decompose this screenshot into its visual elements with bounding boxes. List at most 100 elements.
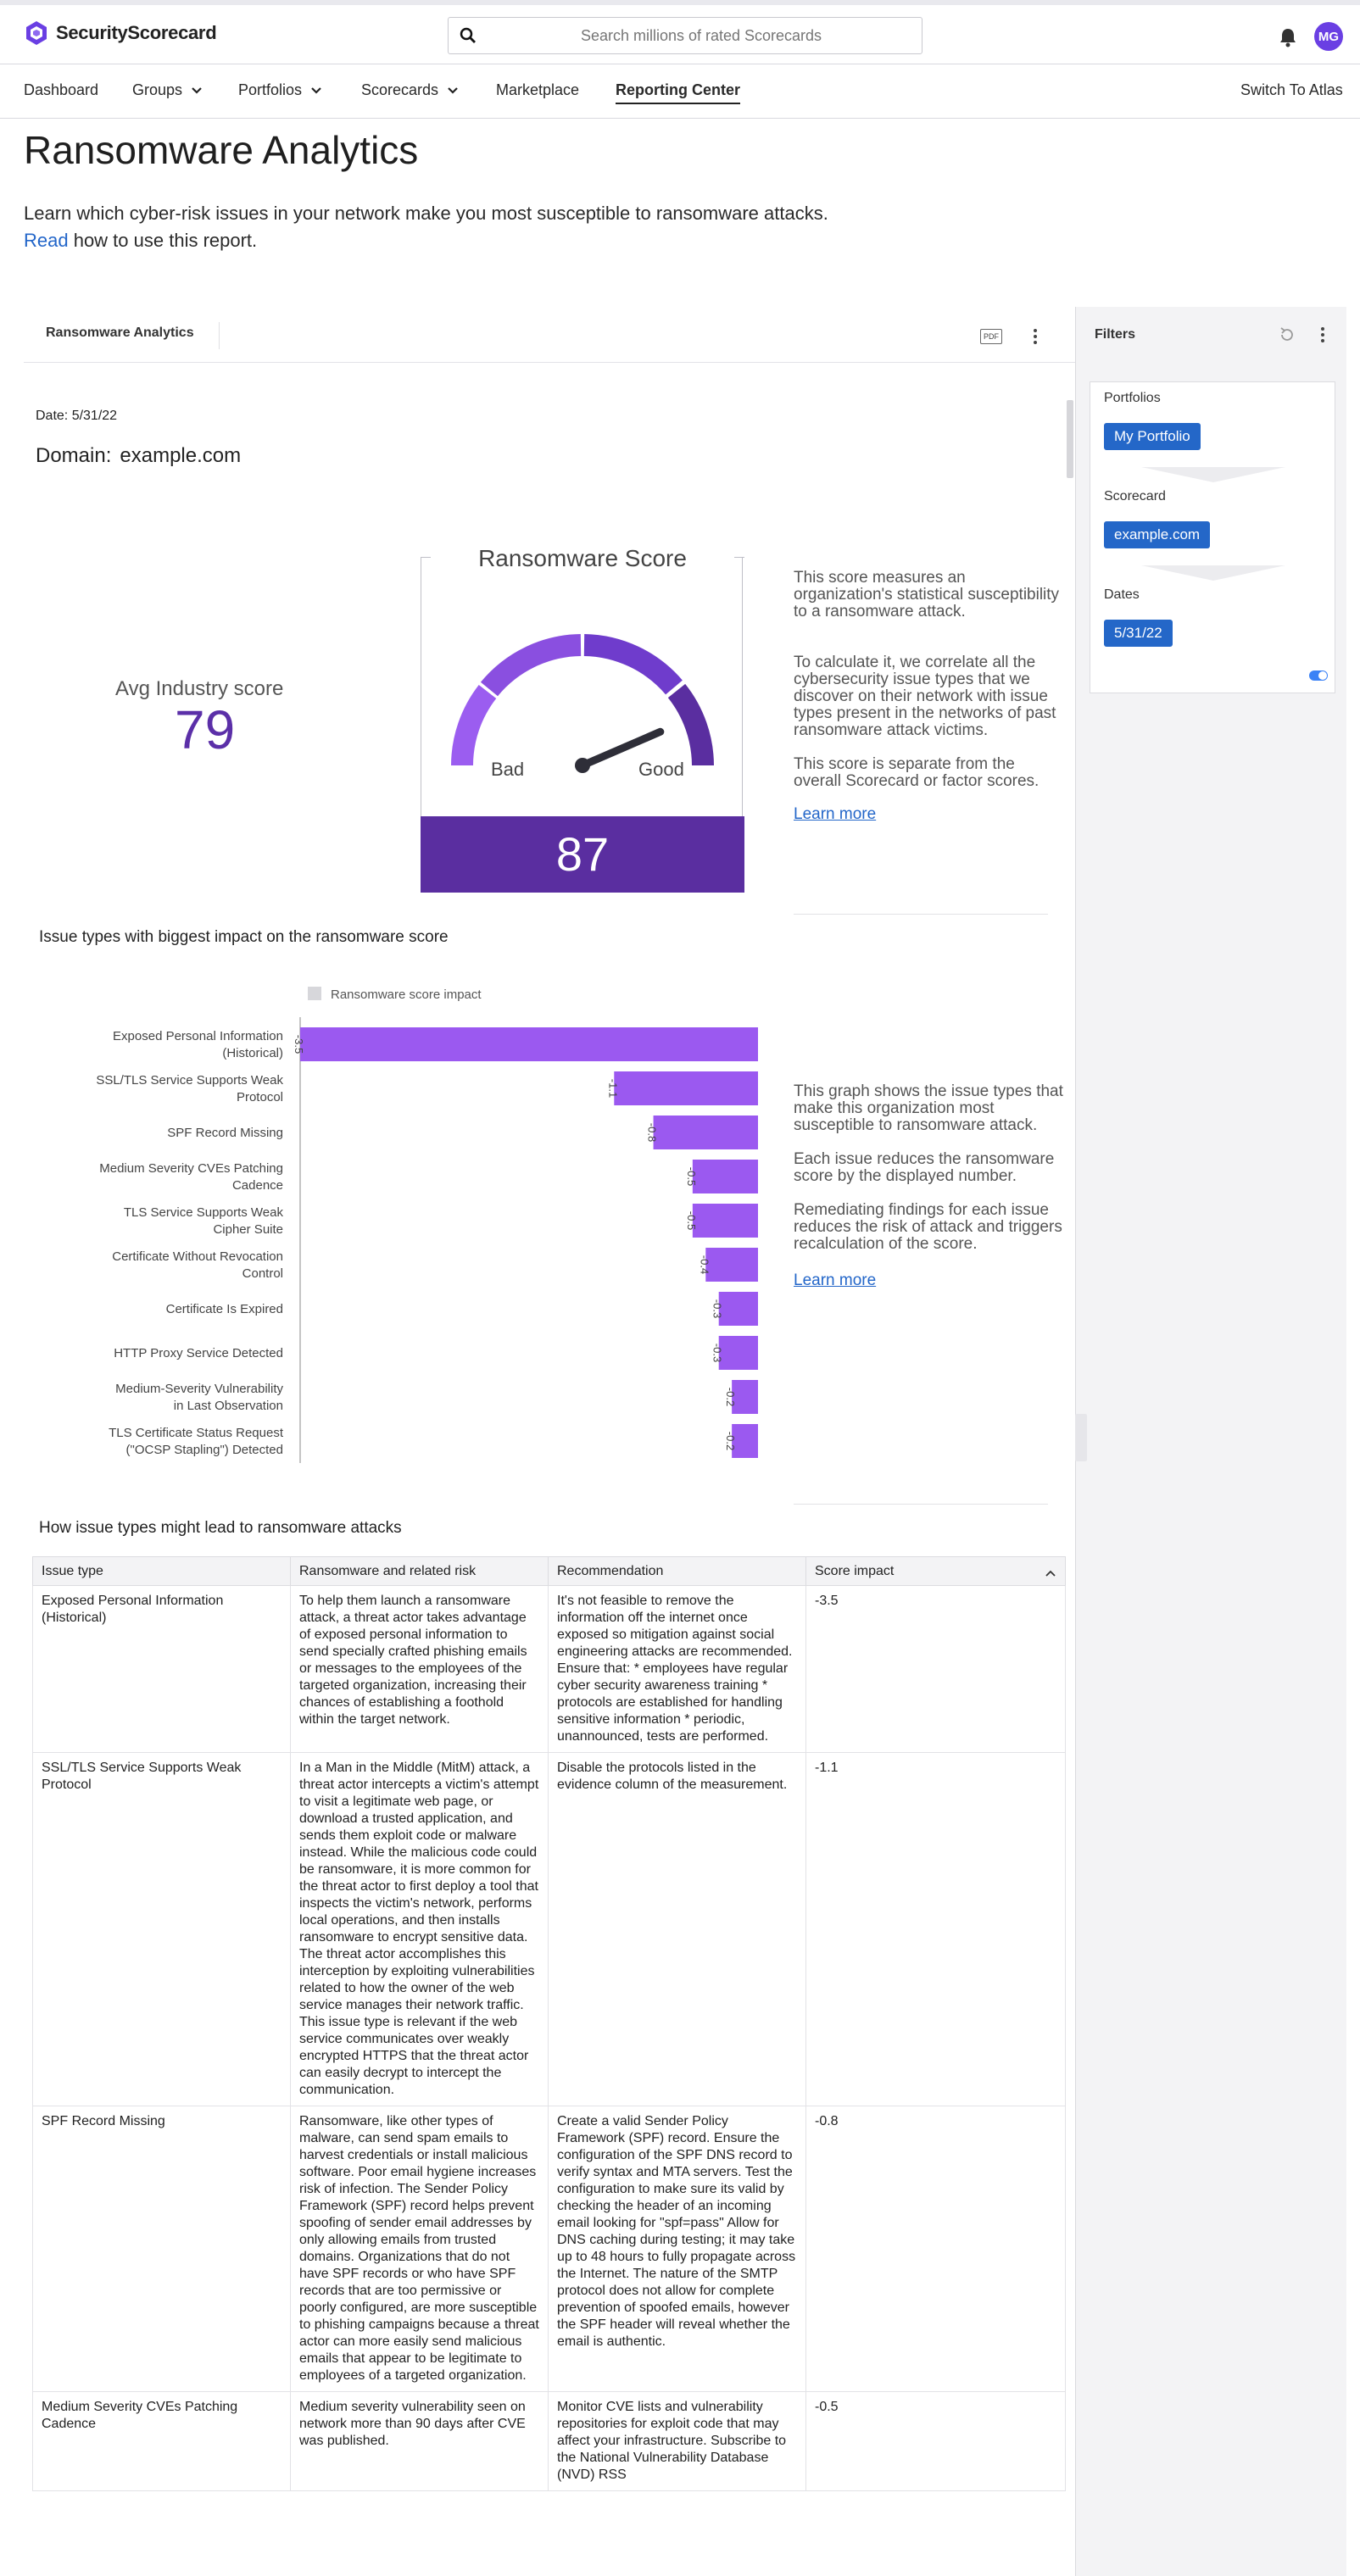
cell-risk: In a Man in the Middle (MitM) attack, a … (290, 1752, 549, 2106)
legend-swatch (308, 987, 321, 1000)
gauge-needle (578, 727, 665, 770)
nav-marketplace[interactable]: Marketplace (496, 81, 579, 99)
score-info-2: To calculate it, we correlate all the cy… (794, 654, 1056, 739)
report-scrollbar[interactable] (1067, 400, 1073, 478)
cell-issue: Medium Severity CVEs Patching Cadence (32, 2391, 291, 2491)
x-tick-label: -2.0 (485, 1474, 507, 1477)
score-gauge (451, 634, 714, 773)
bar (705, 1248, 758, 1282)
category-label: ("OCSP Stapling") Detected (126, 1443, 283, 1457)
bar (732, 1380, 758, 1414)
chart-info-3: Remediating findings for each issue redu… (794, 1201, 1062, 1253)
table-row: Exposed Personal Information (Historical… (32, 1585, 1066, 1753)
issue-types-table: Issue type Ransomware and related risk R… (32, 1556, 1066, 2491)
cell-issue: Exposed Personal Information (Historical… (32, 1585, 291, 1753)
domain-label: Domain: (36, 444, 112, 467)
category-label: SSL/TLS Service Supports Weak (96, 1073, 283, 1088)
category-label: HTTP Proxy Service Detected (114, 1346, 283, 1360)
main-nav: Dashboard Groups Portfolios Scorecards M… (0, 64, 1360, 119)
data-label: -1.1 (606, 1079, 619, 1098)
filters-panel: Filters Portfolios My Portfolio Scorecar… (1075, 307, 1346, 2576)
chevron-up-icon[interactable] (1045, 1569, 1056, 1577)
filter-chip-portfolio[interactable]: My Portfolio (1104, 423, 1201, 450)
bar (692, 1160, 758, 1193)
nav-scorecards[interactable]: Scorecards (361, 81, 459, 99)
chevron-down-icon (311, 86, 321, 94)
nav-label: Portfolios (238, 81, 303, 98)
column-header-recommendation[interactable]: Recommendation (548, 1556, 806, 1586)
switch-to-atlas-link[interactable]: Switch To Atlas (1240, 81, 1343, 99)
nav-portfolios[interactable]: Portfolios (238, 81, 322, 99)
chart-info-1: This graph shows the issue types that ma… (794, 1082, 1063, 1134)
column-header-risk[interactable]: Ransomware and related risk (290, 1556, 549, 1586)
chevron-down-icon (192, 86, 202, 94)
gauge-good-label: Good (638, 759, 684, 780)
x-tick-label: -1.0 (616, 1474, 638, 1477)
pdf-icon[interactable]: PDF (980, 329, 1002, 344)
top-bar: SecurityScorecard MG (0, 0, 1360, 64)
score-card-border (421, 557, 744, 558)
category-label: Certificate Is Expired (166, 1302, 283, 1316)
nav-reporting-center[interactable]: Reporting Center (616, 81, 741, 104)
description-text: Learn which cyber-risk issues in your ne… (24, 203, 828, 224)
table-row: SPF Record Missing Ransomware, like othe… (32, 2106, 1066, 2392)
nav-label: Reporting Center (616, 81, 741, 98)
chevron-down-icon (448, 86, 458, 94)
data-label: -0.3 (711, 1299, 724, 1318)
bar (718, 1292, 758, 1326)
filters-collapse-handle[interactable] (1075, 1414, 1087, 1461)
category-label: TLS Service Supports Weak (124, 1205, 284, 1220)
category-label: Exposed Personal Information (113, 1029, 283, 1043)
ransomware-score-value: 87 (421, 816, 744, 893)
table-row: Medium Severity CVEs Patching Cadence Me… (32, 2391, 1066, 2491)
x-tick-label: -2.5 (420, 1474, 442, 1477)
cell-risk: Medium severity vulnerability seen on ne… (290, 2391, 549, 2491)
category-label: (Historical) (222, 1046, 283, 1060)
reset-icon[interactable] (1278, 325, 1296, 344)
gauge-arc-segment (583, 634, 683, 695)
data-label: -0.2 (724, 1432, 737, 1450)
bar (692, 1204, 758, 1238)
section-divider (794, 914, 1048, 915)
gauge-hub (575, 758, 590, 773)
data-label: -3.5 (293, 1035, 305, 1054)
filter-chip-scorecard[interactable]: example.com (1104, 521, 1211, 548)
column-header-issue[interactable]: Issue type (32, 1556, 291, 1586)
app-name: SecurityScorecard (56, 22, 217, 43)
tab-divider (219, 322, 220, 349)
nav-label: Switch To Atlas (1240, 81, 1343, 98)
notifications-bell-icon[interactable] (1279, 27, 1297, 47)
more-options-icon[interactable] (1320, 326, 1325, 343)
read-link[interactable]: Read (24, 230, 69, 251)
legend-label: Ransomware score impact (331, 988, 482, 1002)
filter-toggle[interactable] (1309, 670, 1328, 681)
score-impact-label: Score impact (815, 1563, 895, 1578)
learn-more-link[interactable]: Learn more (794, 1271, 877, 1289)
nav-label: Marketplace (496, 81, 580, 98)
column-header-score-impact[interactable]: Score impact (805, 1556, 1066, 1586)
cell-risk: Ransomware, like other types of malware,… (290, 2106, 549, 2392)
cell-impact: -3.5 (805, 1585, 1066, 1753)
filter-chip-date[interactable]: 5/31/22 (1104, 620, 1173, 647)
nav-groups[interactable]: Groups (132, 81, 203, 99)
avg-industry-score: 79 (175, 699, 236, 760)
read-suffix: how to use this report. (68, 230, 258, 251)
data-label: -0.4 (698, 1255, 711, 1274)
impact-bar-chart: Ransomware score impact -3.5 Exposed Perso… (96, 987, 766, 1477)
category-label: SPF Record Missing (167, 1126, 283, 1140)
app-logo[interactable]: SecurityScorecard (24, 20, 217, 46)
score-title: Ransomware Score (478, 545, 687, 571)
score-info-1: This score measures an organization's st… (794, 569, 1060, 620)
learn-more-link[interactable]: Learn more (794, 805, 877, 823)
nav-dashboard[interactable]: Dashboard (24, 81, 98, 99)
category-label: Medium Severity CVEs Patching (99, 1161, 283, 1176)
filters-box: Portfolios My Portfolio Scorecard exampl… (1090, 381, 1335, 693)
category-label: Medium-Severity Vulnerability (115, 1382, 283, 1396)
search-input[interactable] (489, 18, 913, 53)
tab-ransomware-analytics[interactable]: Ransomware Analytics (46, 325, 194, 340)
report-toolbar: Ransomware Analytics PDF (24, 307, 1075, 363)
page-title: Ransomware Analytics (24, 128, 419, 172)
more-options-icon[interactable] (1033, 328, 1038, 345)
user-avatar[interactable]: MG (1314, 22, 1343, 51)
table-section-title: How issue types might lead to ransomware… (39, 1519, 402, 1537)
